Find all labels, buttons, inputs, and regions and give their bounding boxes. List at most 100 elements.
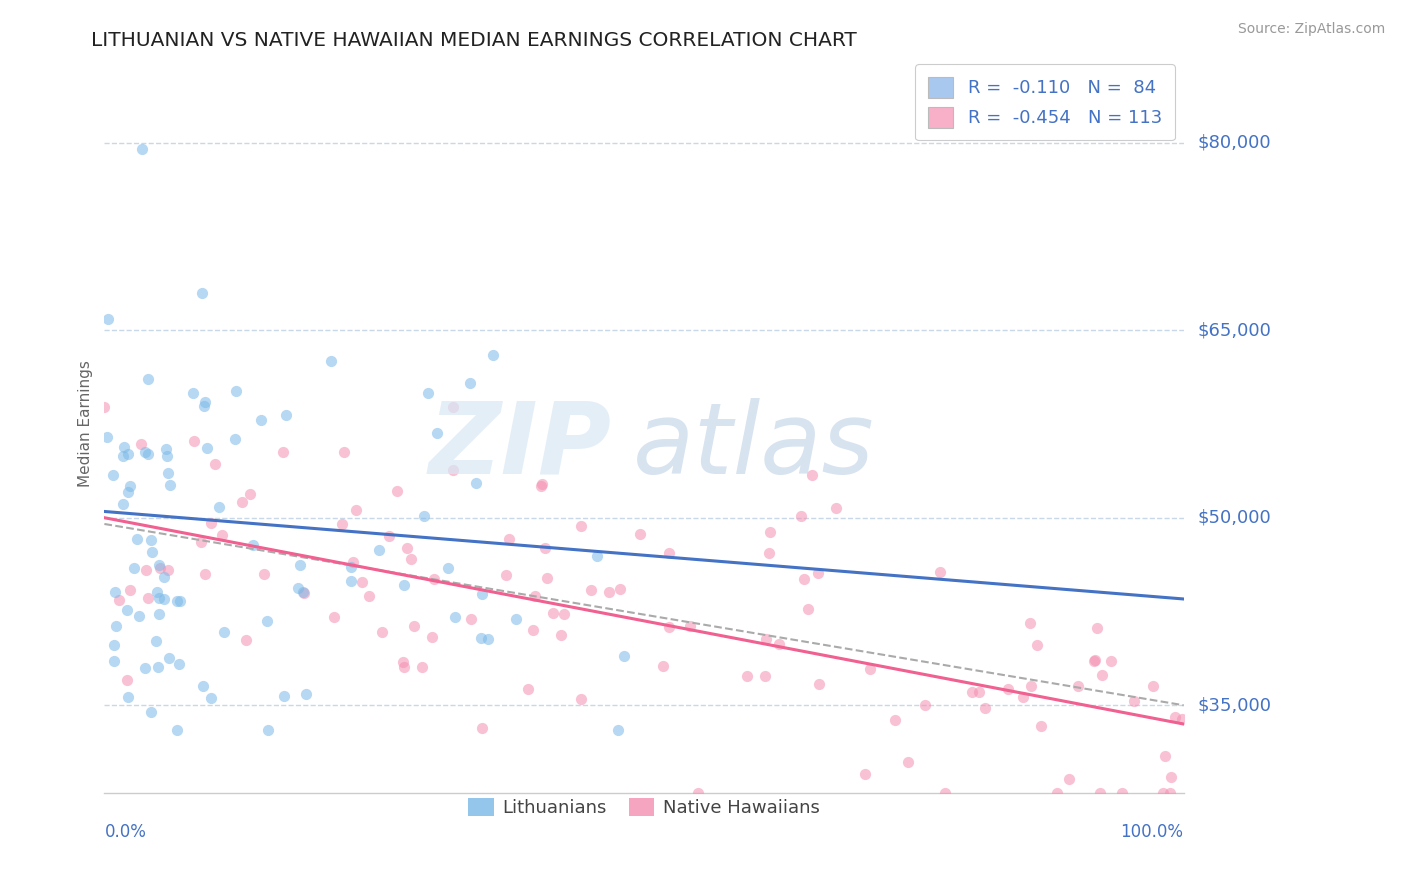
Point (392, 660, 415, 674)
Point (853, 766, 876, 780)
Point (420, 630, 443, 644)
Point (423, 572, 446, 586)
Point (658, 546, 681, 560)
Point (193, 399, 215, 413)
Y-axis label: Median Earnings: Median Earnings (79, 360, 93, 487)
Point (235, 632, 257, 647)
Point (897, 755, 920, 769)
Point (470, 632, 492, 646)
Text: Source: ZipAtlas.com: Source: ZipAtlas.com (1237, 22, 1385, 37)
Point (340, 574, 363, 588)
Point (136, 447, 159, 461)
Point (609, 582, 631, 596)
Point (413, 508, 436, 523)
Point (152, 570, 174, 584)
Point (541, 606, 564, 620)
Point (166, 723, 188, 738)
Point (117, 690, 139, 705)
Point (759, 524, 782, 539)
Point (204, 457, 226, 471)
Point (256, 723, 278, 738)
Point (437, 561, 460, 575)
Point (114, 440, 136, 454)
Point (352, 574, 374, 589)
Point (569, 692, 592, 706)
Point (276, 408, 298, 422)
Point (458, 376, 481, 390)
Point (1152, 786, 1174, 800)
Point (426, 426, 449, 441)
Point (134, 661, 156, 675)
Point (208, 500, 231, 515)
Point (1067, 679, 1090, 693)
Point (134, 445, 156, 459)
Point (136, 372, 159, 386)
Point (167, 657, 190, 671)
Point (290, 558, 312, 573)
Point (169, 594, 191, 608)
Point (139, 706, 162, 720)
Point (239, 487, 262, 501)
Point (117, 447, 139, 461)
Point (149, 561, 172, 575)
Point (1160, 770, 1182, 784)
Point (859, 662, 882, 676)
Point (1019, 615, 1042, 630)
Point (129, 437, 152, 451)
Point (754, 669, 776, 683)
Point (825, 500, 848, 515)
Point (225, 384, 247, 398)
Point (523, 589, 546, 603)
Point (93, 400, 115, 414)
Text: $50,000: $50,000 (1198, 508, 1271, 526)
Point (797, 602, 820, 616)
Point (735, 669, 758, 683)
Point (190, 535, 212, 549)
Point (103, 638, 125, 652)
Point (148, 607, 170, 622)
Point (194, 395, 217, 409)
Point (191, 679, 214, 693)
Point (190, 285, 212, 300)
Point (884, 713, 907, 727)
Point (183, 434, 205, 448)
Point (117, 603, 139, 617)
Point (790, 508, 813, 523)
Point (686, 786, 709, 800)
Point (418, 385, 440, 400)
Point (1026, 638, 1049, 652)
Point (1085, 621, 1108, 635)
Point (117, 485, 139, 500)
Point (295, 687, 318, 701)
Point (146, 584, 169, 599)
Text: ZIP: ZIP (429, 398, 612, 494)
Point (332, 516, 354, 531)
Point (1083, 654, 1105, 668)
Point (112, 449, 135, 463)
Point (1057, 772, 1080, 786)
Point (166, 594, 188, 608)
Point (579, 582, 602, 597)
Point (135, 563, 157, 577)
Point (387, 483, 409, 498)
Point (598, 585, 620, 599)
Point (141, 545, 163, 559)
Point (807, 676, 830, 690)
Point (1031, 719, 1053, 733)
Point (1111, 786, 1133, 800)
Legend: Lithuanians, Native Hawaiians: Lithuanians, Native Hawaiians (461, 790, 827, 824)
Point (148, 591, 170, 606)
Point (441, 462, 464, 476)
Point (122, 561, 145, 575)
Point (1122, 693, 1144, 707)
Point (224, 432, 246, 446)
Point (1159, 786, 1181, 800)
Point (471, 587, 494, 601)
Point (371, 624, 394, 639)
Point (530, 478, 553, 492)
Point (628, 526, 651, 541)
Point (807, 566, 830, 580)
Point (111, 497, 134, 511)
Point (97, 312, 120, 326)
Point (793, 572, 815, 586)
